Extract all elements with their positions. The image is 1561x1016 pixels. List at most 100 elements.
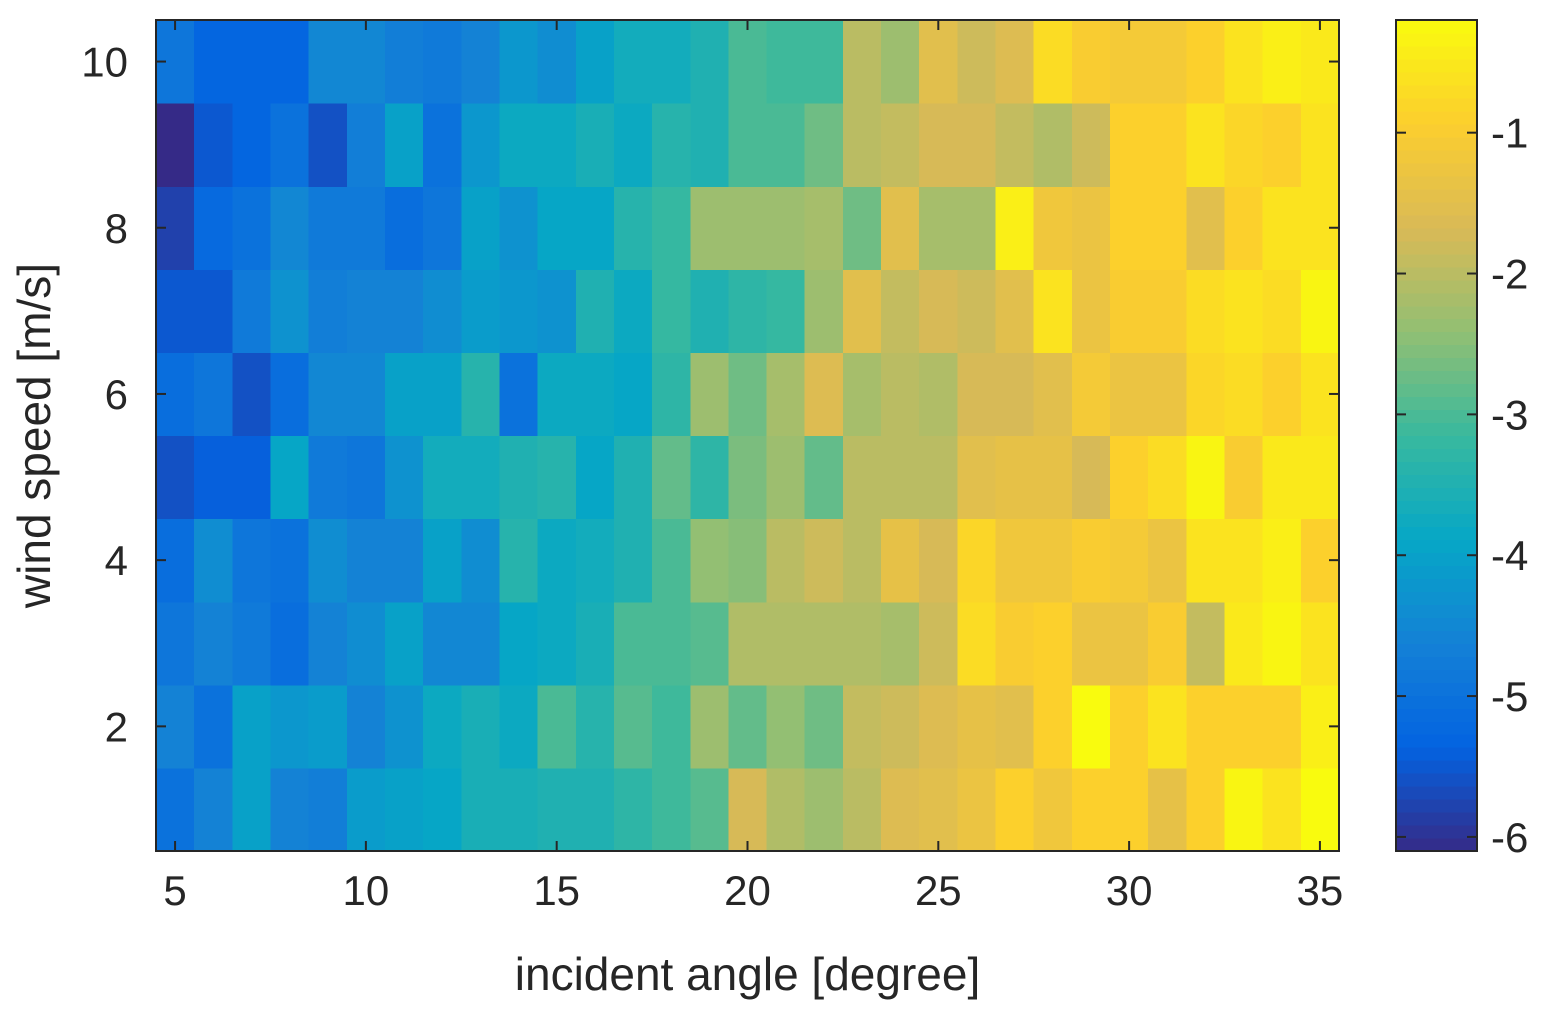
heatmap-cell: [384, 435, 424, 520]
heatmap-cell: [1186, 186, 1226, 270]
y-tick-label: 6: [105, 371, 128, 418]
heatmap-cell: [270, 20, 310, 104]
colorbar-segment: [1396, 266, 1477, 281]
x-tick-label: 15: [533, 867, 580, 914]
heatmap-cell: [423, 518, 462, 603]
colorbar-segment: [1396, 617, 1477, 631]
colorbar-segment: [1396, 838, 1477, 852]
heatmap-cell: [384, 20, 424, 104]
heatmap-cell: [690, 352, 730, 437]
colorbar-segment: [1396, 448, 1477, 463]
heatmap-cell: [308, 20, 348, 104]
heatmap-cell: [881, 435, 920, 520]
heatmap-cell: [1262, 20, 1302, 104]
heatmap-cell: [1071, 20, 1111, 104]
colorbar-tick-label: -5: [1491, 673, 1528, 720]
colorbar-segment: [1396, 318, 1477, 333]
heatmap-cell: [613, 601, 653, 686]
heatmap-cell: [575, 435, 615, 520]
x-tick-label: 25: [915, 867, 962, 914]
heatmap-cell: [1071, 186, 1111, 270]
heatmap-cell: [1110, 518, 1149, 603]
heatmap-cell: [842, 684, 882, 769]
heatmap-cell: [461, 767, 501, 852]
heatmap-cell: [346, 601, 386, 686]
heatmap-cell: [613, 684, 653, 769]
heatmap-cell: [575, 352, 615, 437]
heatmap-cell: [1224, 20, 1264, 104]
heatmap-cell: [384, 186, 424, 270]
heatmap-cell: [1110, 20, 1149, 104]
heatmap-cell: [919, 684, 958, 769]
heatmap-cell: [461, 103, 501, 187]
colorbar-segment: [1396, 708, 1477, 722]
heatmap-cell: [613, 767, 653, 852]
colorbar-tick-label: -4: [1491, 532, 1528, 579]
heatmap-cell: [842, 269, 882, 353]
heatmap-cell: [1033, 103, 1073, 187]
heatmap-cell: [613, 352, 653, 437]
colorbar-segment: [1396, 97, 1477, 112]
heatmap-cell: [194, 684, 233, 769]
colorbar-segment: [1396, 357, 1477, 372]
heatmap-cell: [766, 767, 806, 852]
heatmap-cell: [1262, 767, 1302, 852]
heatmap-cell: [1262, 518, 1302, 603]
heatmap-cell: [232, 601, 272, 686]
heatmap-cell: [308, 103, 348, 187]
heatmap-cell: [537, 20, 577, 104]
heatmap-cell: [575, 767, 615, 852]
heatmap-cell: [499, 20, 539, 104]
heatmap-cell: [270, 518, 310, 603]
heatmap-cell: [613, 518, 653, 603]
colorbar-segment: [1396, 630, 1477, 644]
heatmap-cell: [804, 186, 844, 270]
x-tick-label: 20: [724, 867, 771, 914]
heatmap-cell: [270, 684, 310, 769]
heatmap-cell: [232, 103, 272, 187]
heatmap-cell: [1186, 103, 1226, 187]
heatmap-cell: [842, 103, 882, 187]
heatmap-cell: [346, 269, 386, 353]
colorbar-tick-label: -3: [1491, 391, 1528, 438]
heatmap-cell: [346, 435, 386, 520]
heatmap-cell: [652, 20, 691, 104]
colorbar-tick-label: -1: [1491, 110, 1528, 157]
heatmap-cell: [804, 435, 844, 520]
heatmap-cell: [690, 186, 730, 270]
colorbar-segment: [1396, 162, 1477, 177]
colorbar-segment: [1396, 123, 1477, 138]
heatmap-cell: [575, 103, 615, 187]
heatmap-cell: [1186, 435, 1226, 520]
heatmap-cell: [1262, 103, 1302, 187]
heatmap-cell: [156, 103, 195, 187]
heatmap-cell: [575, 684, 615, 769]
heatmap-cell: [232, 684, 272, 769]
heatmap-cell: [346, 103, 386, 187]
heatmap-cell: [995, 767, 1035, 852]
colorbar-tick-label: -2: [1491, 251, 1528, 298]
heatmap-cell: [1033, 20, 1073, 104]
heatmap-cell: [652, 601, 691, 686]
heatmap-cell: [1071, 767, 1111, 852]
heatmap-cell: [346, 767, 386, 852]
heatmap-cell: [1110, 684, 1149, 769]
heatmap-cell: [995, 186, 1035, 270]
heatmap-cell: [957, 103, 997, 187]
heatmap-cell: [1148, 20, 1187, 104]
heatmap-cell: [1071, 103, 1111, 187]
heatmap-cell: [957, 518, 997, 603]
heatmap-cell: [766, 601, 806, 686]
heatmap-cell: [499, 601, 539, 686]
heatmap-cell: [384, 352, 424, 437]
colorbar-segment: [1396, 539, 1477, 553]
colorbar-segment: [1396, 292, 1477, 307]
heatmap-cell: [384, 269, 424, 353]
heatmap-cell: [613, 103, 653, 187]
heatmap-cell: [1033, 601, 1073, 686]
colorbar-segment: [1396, 240, 1477, 255]
heatmap-cell: [957, 20, 997, 104]
heatmap-cell: [1071, 601, 1111, 686]
colorbar-segment: [1396, 747, 1477, 761]
heatmap-cell: [270, 269, 310, 353]
